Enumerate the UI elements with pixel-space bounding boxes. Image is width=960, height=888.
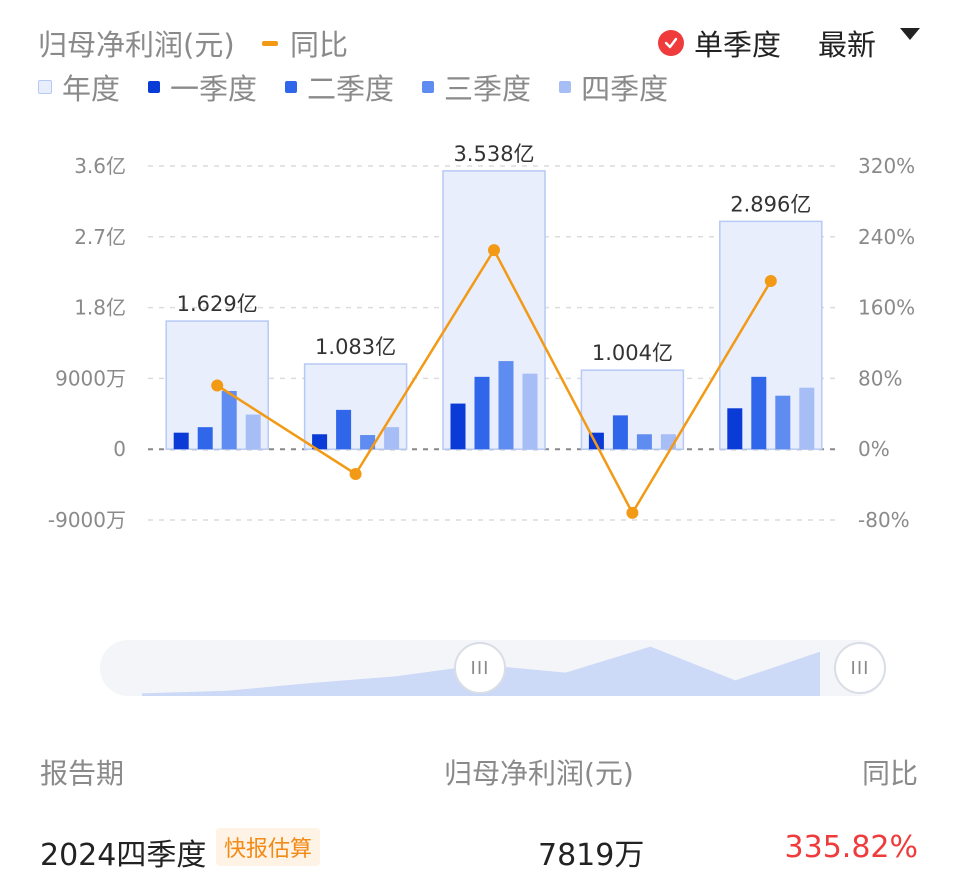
y-left-tick-label: 1.8亿 — [74, 296, 126, 320]
annual-data-label: 1.004亿 — [592, 341, 673, 365]
row-value: 7819万 — [538, 838, 645, 873]
legend-item-q4[interactable]: 四季度 — [559, 66, 668, 108]
y-left-tick-label: 2.7亿 — [74, 225, 126, 249]
y-left-tick-label: 9000万 — [55, 366, 126, 390]
quarter-bar — [612, 415, 628, 450]
profit-chart: -9000万 0 9000万 1.8亿 2.7亿 3.6亿 -80% 0% 80% 160% 240… — [48, 142, 915, 610]
estimate-badge: 快报估算 — [216, 828, 321, 866]
quarter-bar — [474, 376, 490, 450]
column-header-yoy: 同比 — [861, 757, 918, 790]
quarter-bar — [522, 373, 538, 450]
quarter-bar — [360, 435, 376, 450]
single-quarter-toggle[interactable]: 单季度 — [658, 22, 781, 64]
single-quarter-label: 单季度 — [694, 28, 782, 62]
legend-swatch-q3 — [422, 81, 435, 93]
quarter-bar — [173, 432, 189, 450]
legend-swatch-annual — [38, 80, 52, 94]
quarter-bar — [450, 403, 466, 450]
range-slider[interactable]: III III — [100, 640, 886, 696]
yoy-point — [488, 244, 500, 257]
legend-label-q3: 三季度 — [444, 72, 532, 106]
legend-label-q2: 二季度 — [307, 72, 395, 106]
legend-swatch-q2 — [285, 81, 298, 93]
quarter-bar — [775, 395, 791, 450]
latest-dropdown[interactable]: 最新 — [818, 28, 877, 62]
slider-handle-right[interactable]: III — [834, 642, 886, 694]
quarter-bar — [336, 409, 352, 450]
legend-label-q4: 四季度 — [581, 72, 669, 106]
yoy-point — [764, 275, 777, 288]
quarter-bar — [498, 361, 514, 450]
column-header-value: 归母净利润(元) — [444, 757, 634, 790]
yoy-point — [626, 506, 639, 519]
yoy-legend: 同比 — [262, 22, 348, 64]
yoy-legend-marker — [262, 40, 278, 46]
quarter-bar — [312, 434, 328, 450]
row-yoy: 335.82% — [784, 830, 918, 865]
quarter-bar — [245, 414, 261, 450]
column-header-period: 报告期 — [40, 757, 125, 790]
quarter-bar — [727, 408, 743, 450]
x-tick-label-year: 2022 — [466, 609, 522, 610]
legend-item-annual[interactable]: 年度 — [38, 66, 120, 108]
quarter-bar — [799, 387, 815, 450]
x-tick-label-year: 2023 — [604, 609, 660, 610]
legend-item-q3[interactable]: 三季度 — [422, 66, 531, 108]
quarter-bar — [197, 427, 213, 450]
chevron-down-icon[interactable] — [900, 28, 920, 40]
row-period: 2024四季度 — [40, 838, 207, 873]
x-tick-label-year: 2020 — [189, 609, 245, 610]
legend-label-annual: 年度 — [62, 72, 121, 106]
y-right-tick-label: 80% — [858, 366, 902, 390]
y-right-tick-label: 240% — [858, 225, 915, 249]
yoy-legend-label: 同比 — [290, 28, 349, 62]
annual-data-label: 2.896亿 — [730, 192, 811, 216]
legend-swatch-q4 — [559, 81, 572, 93]
yoy-point — [349, 467, 362, 480]
quarter-bar — [636, 434, 652, 450]
series-legend: 年度 一季度 二季度 三季度 四季度 — [38, 66, 696, 108]
annual-data-label: 3.538亿 — [453, 142, 534, 166]
quarter-bar — [751, 376, 767, 450]
legend-item-q2[interactable]: 二季度 — [285, 66, 394, 108]
quarter-bar — [221, 390, 237, 450]
y-right-tick-label: -80% — [858, 508, 910, 532]
y-left-tick-label: 0 — [113, 437, 126, 461]
y-left-tick-label: 3.6亿 — [74, 154, 126, 178]
legend-item-q1[interactable]: 一季度 — [148, 66, 257, 108]
x-tick-label-year: 2024 — [743, 609, 799, 610]
yoy-point — [211, 379, 224, 392]
check-icon — [658, 30, 684, 56]
slider-handle-left[interactable]: III — [454, 642, 506, 694]
annual-data-label: 1.083亿 — [315, 335, 396, 359]
chart-title: 归母净利润(元) — [38, 28, 235, 62]
y-right-tick-label: 0% — [858, 437, 890, 461]
legend-swatch-q1 — [148, 81, 161, 93]
annual-data-label: 1.629亿 — [177, 292, 258, 316]
legend-label-q1: 一季度 — [170, 72, 258, 106]
quarter-bar — [384, 427, 400, 450]
y-left-tick-label: -9000万 — [48, 508, 126, 532]
y-right-tick-label: 160% — [858, 296, 915, 320]
y-right-tick-label: 320% — [858, 154, 915, 178]
x-tick-label-year: 2021 — [328, 609, 384, 610]
